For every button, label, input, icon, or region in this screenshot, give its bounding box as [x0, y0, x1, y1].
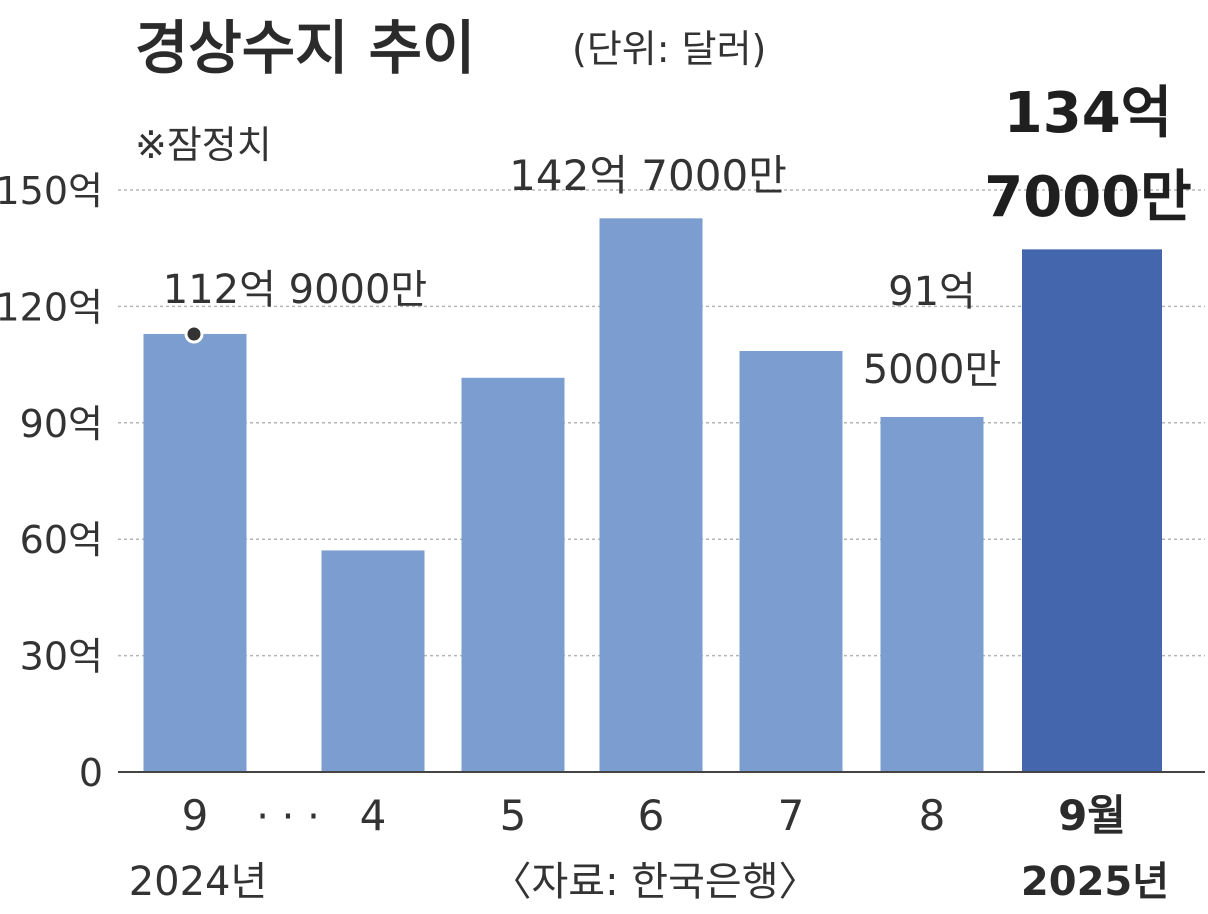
data-label: 134억: [1004, 81, 1172, 146]
bar: [599, 218, 703, 773]
source-label: 〈자료: 한국은행〉: [492, 859, 819, 905]
data-label: 91억: [888, 269, 976, 315]
x-tick-label: 6: [638, 791, 665, 840]
x-tick-label: 5: [500, 791, 527, 840]
bar: [143, 333, 247, 772]
data-label: 142억 7000만: [509, 151, 787, 200]
bar: [739, 351, 843, 772]
bar: [461, 377, 565, 772]
y-tick-label: 60억: [20, 518, 103, 562]
x-tick-label: 9월: [1058, 791, 1126, 840]
y-tick-label: 150억: [0, 169, 103, 213]
gap-marker: · · ·: [256, 794, 320, 840]
data-label: 5000만: [863, 347, 1002, 393]
bar: [321, 550, 425, 772]
y-tick-label: 0: [79, 751, 103, 795]
y-tick-label: 120억: [0, 285, 103, 329]
start-year-label: 2024년: [129, 859, 268, 905]
provisional-note: ※잠정치: [135, 123, 272, 167]
x-tick-label: 7: [778, 791, 805, 840]
y-tick-label: 30억: [20, 635, 103, 679]
data-label: 7000만: [984, 165, 1191, 230]
unit-note: (단위: 달러): [572, 27, 766, 71]
x-tick-label: 8: [919, 791, 946, 840]
chart-title: 경상수지 추이: [135, 14, 475, 82]
data-label: 112억 9000만: [163, 267, 427, 313]
end-year-label: 2025년: [1021, 859, 1169, 905]
marker-dot: [184, 324, 204, 344]
x-tick-label: 9: [182, 791, 209, 840]
bar-highlight: [1022, 249, 1162, 772]
x-tick-label: 4: [360, 791, 387, 840]
bar: [880, 416, 984, 772]
y-tick-label: 90억: [20, 402, 103, 446]
